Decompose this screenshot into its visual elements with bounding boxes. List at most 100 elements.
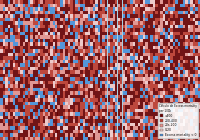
Bar	[88, 119, 90, 122]
Bar	[50, 91, 52, 94]
Bar	[72, 126, 75, 130]
Bar	[58, 136, 60, 140]
Bar	[168, 0, 170, 4]
Bar	[188, 108, 190, 112]
Bar	[25, 14, 28, 18]
Bar	[5, 28, 8, 32]
Bar	[15, 14, 18, 18]
Bar	[130, 70, 132, 74]
Bar	[162, 60, 165, 63]
Bar	[172, 66, 175, 70]
Bar	[108, 7, 110, 10]
Bar	[42, 46, 45, 49]
Bar	[153, 14, 155, 18]
Bar	[150, 66, 153, 70]
Bar	[195, 108, 198, 112]
Bar	[165, 52, 168, 56]
Bar	[182, 94, 185, 98]
Bar	[72, 52, 75, 56]
Bar	[8, 80, 10, 84]
Bar	[182, 119, 185, 122]
Bar	[148, 60, 150, 63]
Bar	[168, 105, 170, 108]
Bar	[122, 28, 125, 32]
Bar	[128, 21, 130, 24]
Bar	[95, 94, 98, 98]
Bar	[122, 4, 125, 7]
Bar	[45, 105, 48, 108]
Bar	[20, 7, 22, 10]
Bar	[135, 105, 138, 108]
Bar	[90, 52, 92, 56]
Bar	[138, 80, 140, 84]
Bar	[118, 77, 120, 80]
Bar	[5, 63, 8, 66]
Bar	[50, 7, 52, 10]
Bar	[178, 35, 180, 38]
Bar	[98, 133, 100, 136]
Bar	[45, 116, 48, 119]
Bar	[88, 46, 90, 49]
Bar	[122, 14, 125, 18]
Bar	[188, 4, 190, 7]
Bar	[90, 91, 92, 94]
Bar	[115, 63, 117, 66]
Bar	[192, 14, 195, 18]
Bar	[62, 108, 65, 112]
Bar	[18, 0, 20, 4]
Bar	[52, 136, 55, 140]
Bar	[38, 14, 40, 18]
Bar	[130, 91, 132, 94]
Bar	[80, 116, 83, 119]
Bar	[5, 46, 8, 49]
Bar	[178, 105, 180, 108]
Bar	[92, 126, 95, 130]
Bar	[40, 66, 42, 70]
Bar	[80, 4, 83, 7]
Bar	[38, 133, 40, 136]
Legend: >400, 200-400, 20s-200, 0-20, Excess mortality < 0: >400, 200-400, 20s-200, 0-20, Excess mor…	[158, 103, 198, 138]
Bar	[150, 38, 153, 42]
Bar	[42, 60, 45, 63]
Bar	[138, 108, 140, 112]
Bar	[55, 136, 58, 140]
Bar	[162, 56, 165, 59]
Bar	[102, 94, 105, 98]
Bar	[185, 35, 188, 38]
Bar	[72, 4, 75, 7]
Bar	[70, 60, 72, 63]
Bar	[52, 14, 55, 18]
Bar	[70, 122, 72, 126]
Bar	[158, 98, 160, 102]
Bar	[178, 66, 180, 70]
Bar	[8, 77, 10, 80]
Bar	[115, 130, 117, 133]
Bar	[195, 35, 198, 38]
Bar	[83, 126, 85, 130]
Bar	[102, 80, 105, 84]
Bar	[40, 56, 42, 59]
Bar	[42, 63, 45, 66]
Bar	[85, 56, 88, 59]
Bar	[83, 14, 85, 18]
Bar	[185, 10, 188, 14]
Bar	[198, 108, 200, 112]
Bar	[75, 35, 78, 38]
Bar	[195, 56, 198, 59]
Bar	[108, 4, 110, 7]
Bar	[8, 49, 10, 52]
Bar	[32, 21, 35, 24]
Bar	[50, 56, 52, 59]
Bar	[162, 108, 165, 112]
Bar	[115, 56, 117, 59]
Bar	[85, 66, 88, 70]
Bar	[40, 38, 42, 42]
Bar	[122, 88, 125, 91]
Bar	[68, 130, 70, 133]
Bar	[102, 74, 105, 77]
Bar	[32, 4, 35, 7]
Bar	[0, 46, 2, 49]
Bar	[182, 56, 185, 59]
Bar	[62, 66, 65, 70]
Bar	[52, 49, 55, 52]
